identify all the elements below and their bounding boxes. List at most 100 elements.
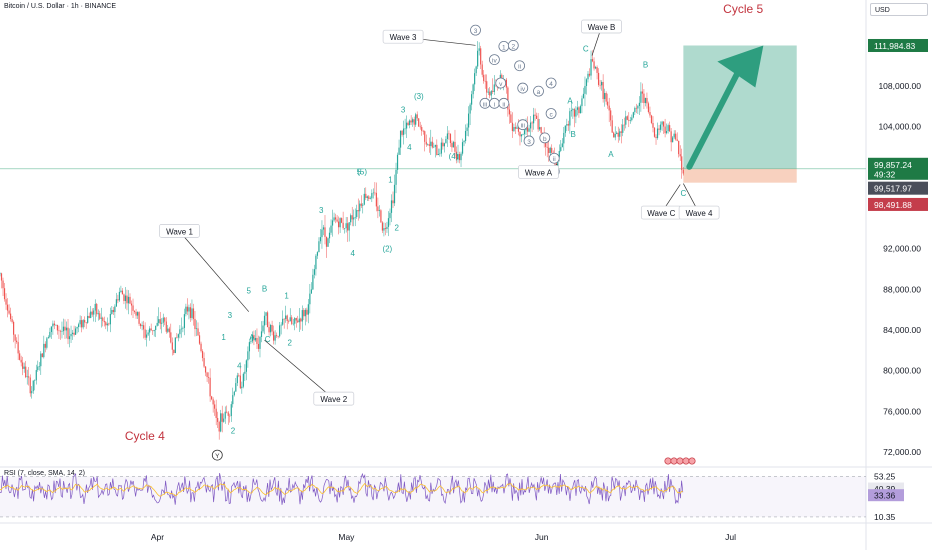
wave-label: 1 xyxy=(388,176,393,185)
candle-body xyxy=(250,341,252,343)
price-tag xyxy=(868,38,928,52)
candle-body xyxy=(631,117,633,121)
candle-body xyxy=(155,325,157,331)
currency-selector[interactable]: USD xyxy=(870,3,928,16)
countdown-label: 49:32 xyxy=(874,169,896,179)
candle-body xyxy=(363,193,365,205)
callout-label: Wave 1 xyxy=(166,227,193,236)
candle-body xyxy=(679,154,681,157)
wave-label: C xyxy=(680,189,686,198)
candle-body xyxy=(357,210,359,212)
candle-body xyxy=(516,127,518,129)
candle-body xyxy=(398,147,400,155)
candle-body xyxy=(283,318,285,320)
candle-body xyxy=(675,133,677,140)
rsi-indicator-title: RSI (7, close, SMA, 14, 2) xyxy=(4,470,85,477)
candle-body xyxy=(625,116,627,125)
callout-label: Wave A xyxy=(525,168,553,177)
candle-body xyxy=(416,114,418,119)
wave-label: C xyxy=(265,335,271,344)
event-marker[interactable] xyxy=(670,457,678,465)
candle-body xyxy=(102,317,104,321)
candle-body xyxy=(85,322,87,324)
candle-body xyxy=(180,328,182,330)
candle-body xyxy=(474,73,476,85)
candle-body xyxy=(78,324,80,327)
candle-body xyxy=(649,112,651,116)
candle-body xyxy=(109,313,111,325)
candle-body xyxy=(177,334,179,338)
candle-body xyxy=(647,103,650,113)
candle-body xyxy=(6,304,9,311)
candle-body xyxy=(591,59,594,62)
candle-body xyxy=(8,310,10,314)
callout-label: Wave 3 xyxy=(390,33,417,42)
candle-body xyxy=(88,315,90,318)
candle-body xyxy=(52,323,54,327)
event-marker[interactable] xyxy=(682,457,690,465)
candle-body xyxy=(263,315,266,326)
candle-body xyxy=(31,391,33,394)
candle-body xyxy=(377,206,379,212)
candle-body xyxy=(628,119,630,121)
candle-body xyxy=(619,131,621,137)
candle-body xyxy=(298,318,300,323)
candle-body xyxy=(173,349,175,354)
candle-body xyxy=(257,343,260,349)
event-marker[interactable] xyxy=(664,457,672,465)
callout-line xyxy=(179,231,250,312)
candle-body xyxy=(319,237,322,242)
candle-body xyxy=(584,85,586,94)
candle-body xyxy=(274,335,276,341)
candle-body xyxy=(588,73,591,76)
candle-body xyxy=(159,319,161,324)
candle-body xyxy=(17,342,19,354)
candle-body xyxy=(667,125,669,132)
callout-box xyxy=(518,165,559,179)
candle-body xyxy=(162,317,164,323)
candle-body xyxy=(198,335,201,344)
wave-circle xyxy=(498,97,510,109)
candle-body xyxy=(312,274,314,290)
event-marker[interactable] xyxy=(688,457,696,465)
candle-body xyxy=(282,318,284,325)
stop-zone[interactable] xyxy=(683,168,797,183)
candle-body xyxy=(277,336,279,337)
candle-body xyxy=(587,73,589,80)
candle-body xyxy=(189,307,192,318)
candle-body xyxy=(117,299,119,301)
candle-body xyxy=(393,184,396,204)
candle-body xyxy=(480,48,482,65)
candle-body xyxy=(640,91,642,103)
candle-body xyxy=(272,331,275,341)
chart-title: Bitcoin / U.S. Dollar · 1h · BINANCE xyxy=(4,3,117,10)
candle-body xyxy=(613,132,615,138)
callout-box xyxy=(581,19,622,34)
price-tag xyxy=(868,157,928,180)
candle-body xyxy=(381,222,384,231)
candle-body xyxy=(334,217,337,220)
y-tick-label: 84,000.00 xyxy=(883,325,921,335)
candle-body xyxy=(573,109,575,117)
candle-body xyxy=(55,324,57,326)
candle-body xyxy=(121,290,124,295)
candle-body xyxy=(505,79,507,88)
candle-body xyxy=(490,90,492,96)
candle-body xyxy=(201,351,204,359)
candle-body xyxy=(141,325,143,327)
candle-body xyxy=(291,317,293,324)
wave-circle xyxy=(514,60,525,72)
wave-label: 3 xyxy=(228,311,233,320)
candle-body xyxy=(461,142,464,154)
candle-body xyxy=(436,144,438,156)
event-marker[interactable] xyxy=(676,457,684,465)
candle-body xyxy=(601,81,603,86)
candle-body xyxy=(318,241,320,253)
candle-body xyxy=(192,308,195,319)
candle-body xyxy=(536,115,538,119)
candle-body xyxy=(115,299,117,307)
circled-wave-label: 3 xyxy=(527,139,531,146)
candle-body xyxy=(161,322,163,324)
candle-body xyxy=(513,127,515,132)
